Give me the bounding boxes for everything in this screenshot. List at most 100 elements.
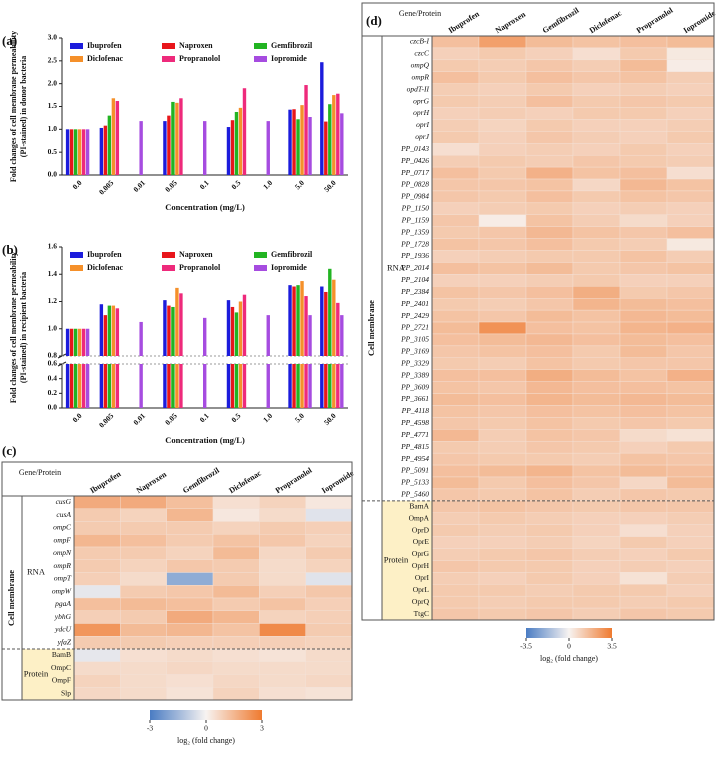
bar [99,304,104,356]
bar [292,286,296,356]
heat-cell [525,369,574,382]
column-label: Iopromide [682,8,717,35]
heat-cell [666,154,715,168]
column-label: Iopromide [320,468,356,495]
legend-swatch [254,265,267,271]
heat-cell [120,508,167,522]
heat-cell [572,286,621,299]
heat-cell [619,464,668,478]
colorbar-tick-label: 3.5 [607,642,617,651]
heat-cell [259,546,306,560]
heat-cell [305,534,353,548]
y-axis-title: (PI-stained) in recipient bacteria [19,272,28,383]
x-tick-label: 0.5 [229,178,242,191]
heat-cell [259,534,306,548]
heat-cell [666,262,715,275]
heat-cell [478,405,527,418]
bar [179,364,183,408]
row-label: ompC [53,523,72,532]
heat-cell [305,610,353,624]
heat-cell [166,597,214,611]
heat-cell [572,83,621,96]
heat-cell [120,572,167,586]
heat-cell [525,393,574,406]
heat-cell [619,429,668,442]
heat-cell [525,452,574,466]
heat-cell [478,345,527,358]
bar [203,121,207,175]
heat-cell [666,464,715,478]
bar [288,285,292,356]
bar [179,98,183,175]
row-label: BamB [52,650,71,659]
legend-swatch [70,56,83,62]
heat-cell [525,226,574,239]
row-label: PP_0426 [400,156,429,165]
heat-cell [73,508,121,522]
heat-cell [572,131,621,144]
bar [336,302,340,356]
protein-label-bg [382,500,432,620]
bar [300,105,304,175]
heat-cell [619,47,668,61]
heat-cell [666,357,715,370]
heat-cell [619,321,668,335]
legend-swatch [162,56,175,62]
heat-cell [212,623,260,637]
heat-cell [525,524,574,537]
heat-cell [525,405,574,418]
heat-cell [666,274,715,287]
heat-cell [431,286,480,299]
legend-label: Iopromide [271,263,307,272]
heat-cell [619,143,668,156]
heat-cell [212,636,260,650]
heat-cell [478,143,527,156]
heat-cell [572,274,621,287]
heat-cell [572,321,621,335]
bar [292,364,296,408]
heat-cell [478,154,527,168]
heat-cell [478,536,527,549]
row-label: PP_4771 [400,430,429,439]
heat-cell [259,648,306,662]
bar [139,321,143,356]
heat-cell [619,441,668,454]
row-label: PP_1359 [400,227,429,236]
heat-cell [73,648,121,662]
column-header: Gene/Protein [399,9,441,18]
heat-cell [120,534,167,548]
bar [230,120,235,175]
row-label: PP_0984 [400,192,429,201]
heat-cell [259,521,306,535]
heat-cell [619,250,668,263]
heat-cell [525,190,574,204]
heat-cell [212,648,260,662]
heat-cell [478,488,527,502]
heat-cell [572,119,621,132]
row-label: ompW [52,586,72,595]
heat-cell [666,381,715,394]
heat-cell [478,524,527,537]
heat-cell [619,476,668,490]
heat-cell [166,648,214,662]
legend-swatch [70,265,83,271]
heat-cell [572,71,621,84]
y-axis-title: Fold changes of cell membrane permeabili… [9,252,18,403]
heat-cell [666,143,715,156]
heat-cell [166,687,214,701]
heat-cell [572,357,621,370]
row-label: cusA [56,510,71,519]
heat-cell [431,464,480,478]
heat-cell [431,107,480,120]
legend-label: Iopromide [271,54,307,63]
heat-cell [305,648,353,662]
heat-cell [166,521,214,535]
row-label: oprG [413,96,429,105]
legend-label: Naproxen [179,250,213,259]
panel-label: (a) [2,33,17,48]
heat-cell [478,357,527,370]
heat-cell [619,560,668,573]
bar [111,98,116,175]
y-tick-label: 1.4 [48,269,58,278]
